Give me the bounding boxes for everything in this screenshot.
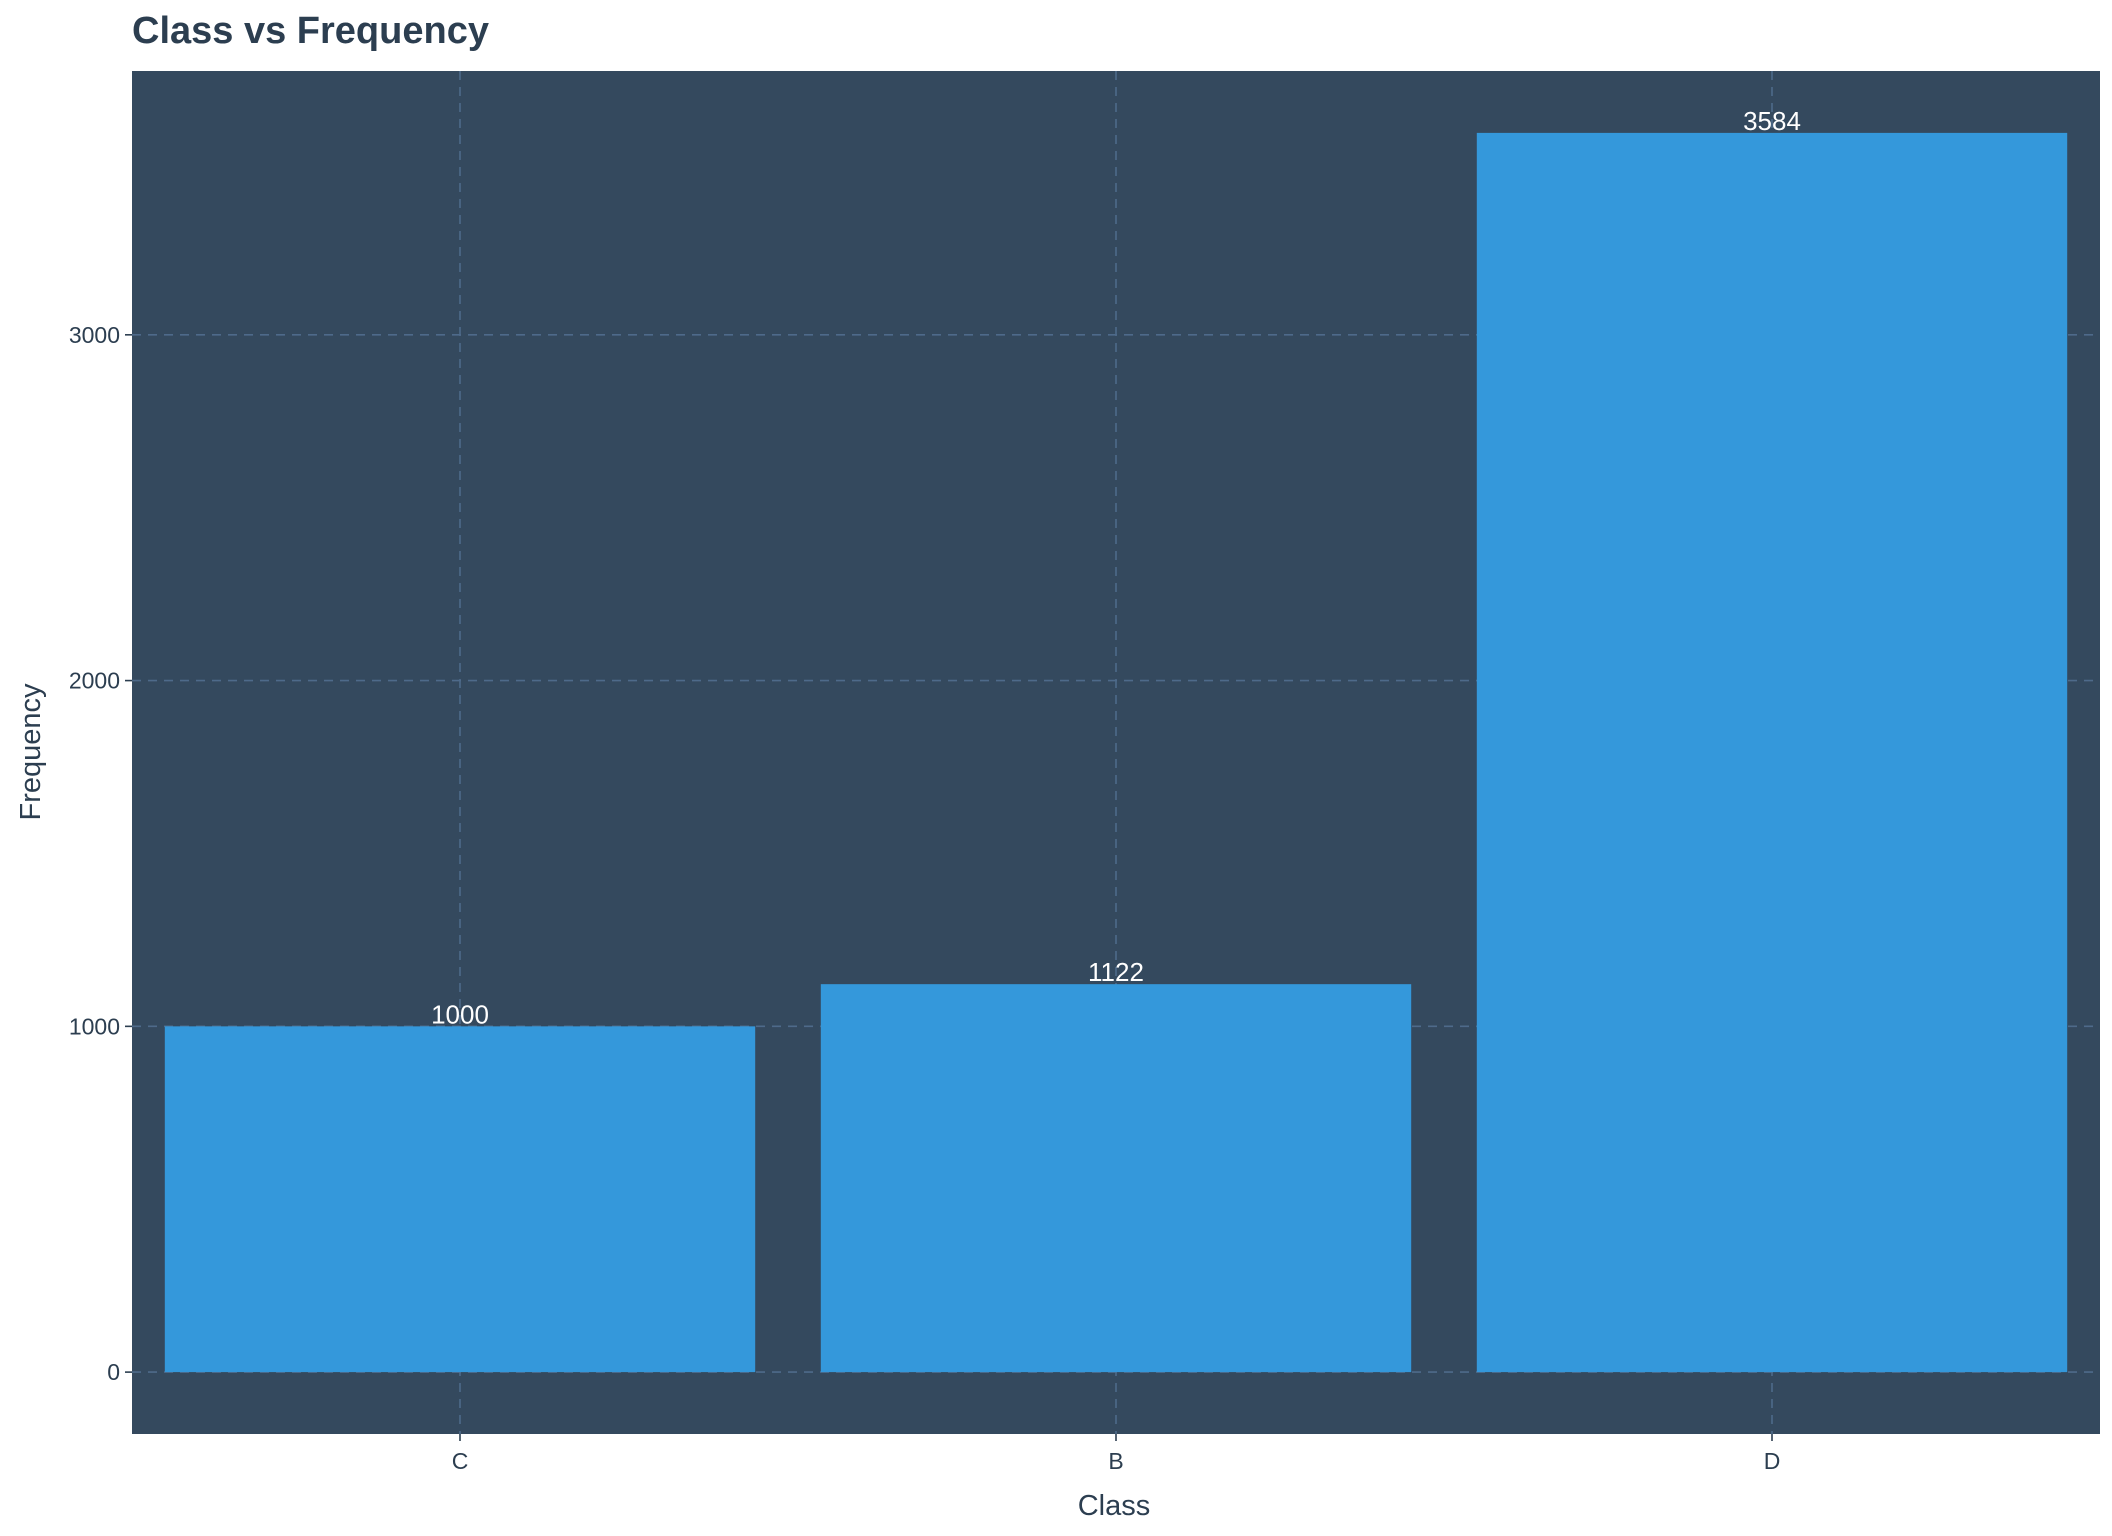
bar [820,984,1412,1373]
bar [164,1026,756,1373]
y-tick-label: 3000 [69,322,120,348]
bar [1476,132,2068,1373]
chart-title: Class vs Frequency [132,10,489,52]
x-axis-title: Class [1078,1490,1151,1522]
bar-value-label: 1122 [1088,957,1144,987]
axes: 0 1000 2000 3000 C B D [69,322,1780,1474]
x-tick-label: B [1108,1448,1123,1474]
bars [164,132,2068,1373]
y-tick-label: 2000 [69,668,120,694]
bar-value-label: 3584 [1743,106,1801,136]
y-tick-label: 0 [107,1359,120,1385]
y-tick-label: 1000 [69,1013,120,1039]
data-labels: 1000 1122 3584 [431,106,1801,1029]
x-tick-label: C [452,1448,469,1474]
y-axis-title: Frequency [15,683,47,821]
x-tick-label: D [1764,1448,1781,1474]
bar-value-label: 1000 [431,999,489,1029]
